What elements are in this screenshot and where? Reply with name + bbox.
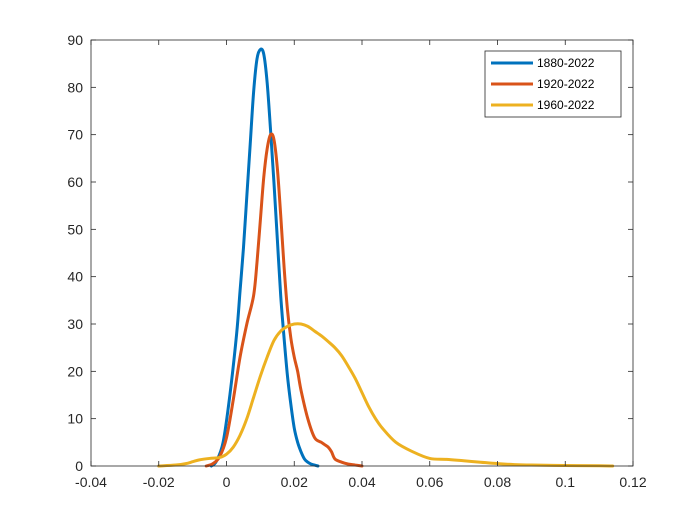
y-tick-label: 90 [67,32,83,48]
y-tick-label: 70 [67,127,83,143]
y-tick-label: 60 [67,174,83,190]
y-tick-label: 40 [67,269,83,285]
x-tick-labels: -0.04 -0.02 0 0.02 0.04 0.06 0.08 0.1 0.12 [75,474,647,490]
series-line-2 [204,132,364,468]
y-tick-label: 20 [67,363,83,379]
y-tick-labels: 0 10 20 30 40 50 60 70 80 90 [67,32,83,474]
y-tick-label: 50 [67,221,83,237]
legend: 1880-2022 1920-2022 1960-2022 [484,50,622,118]
x-tick-label: -0.02 [143,474,175,490]
tick-marks [90,39,634,467]
legend-label: 1880-2022 [537,56,595,70]
x-tick-label: 0.02 [281,474,308,490]
legend-label: 1960-2022 [537,98,595,112]
y-tick-label: 30 [67,316,83,332]
x-tick-label: 0.12 [619,474,646,490]
series-layer [157,47,615,468]
series-line-1 [209,47,320,468]
x-tick-label: 0 [223,474,231,490]
legend-label: 1920-2022 [537,77,595,91]
y-tick-label: 10 [67,411,83,427]
y-tick-label: 80 [67,79,83,95]
x-tick-label: 0.06 [416,474,443,490]
x-tick-label: 0.08 [484,474,511,490]
series-line-3 [157,322,615,468]
x-tick-label: -0.04 [75,474,107,490]
x-tick-label: 0.1 [556,474,576,490]
x-tick-label: 0.04 [348,474,375,490]
y-tick-label: 0 [75,458,83,474]
